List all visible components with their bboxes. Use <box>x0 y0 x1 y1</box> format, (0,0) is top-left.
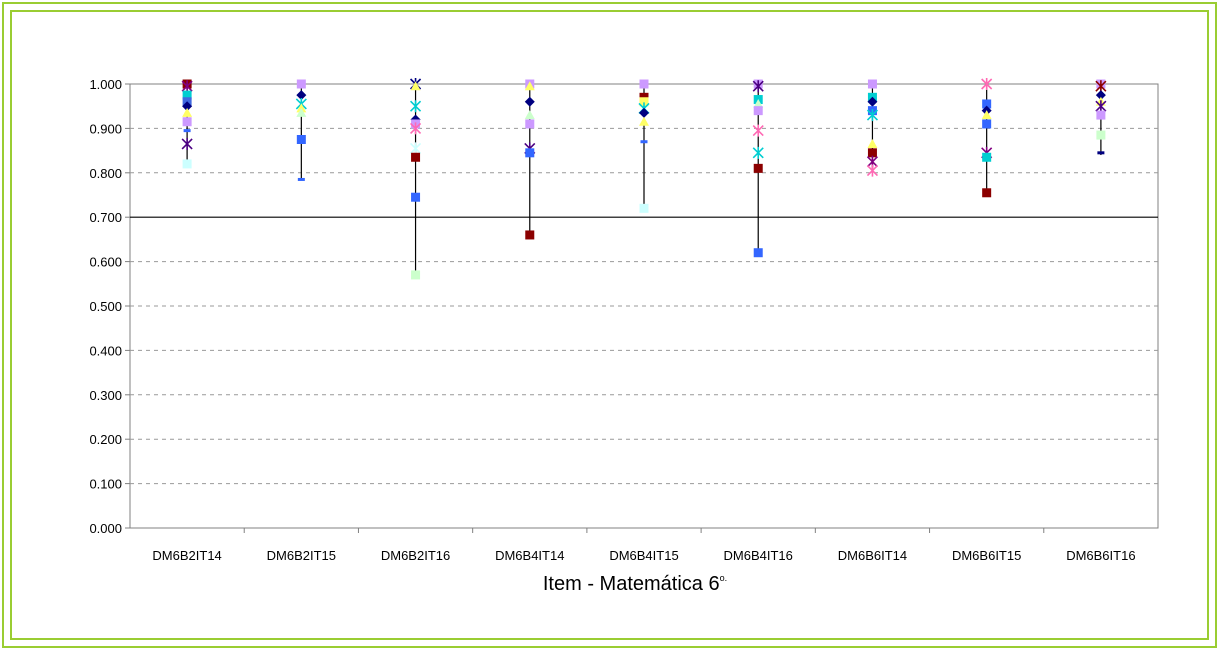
data-point-triangle <box>753 98 764 108</box>
data-point-triangle <box>296 107 307 117</box>
data-point-square <box>411 192 421 202</box>
x-tick-label: DM6B6IT15 <box>952 548 1021 563</box>
y-tick-label: 0.100 <box>89 477 122 492</box>
y-axis-ticks: 0.000 0.100 0.200 0.300 0.400 0.500 0.600 0.700… <box>89 77 130 536</box>
data-point-diamond <box>867 96 878 107</box>
data-point-cross <box>409 122 422 135</box>
data-point-square <box>982 188 992 198</box>
data-point-square <box>525 230 535 240</box>
data-point-cross <box>409 100 422 113</box>
data-point-square <box>296 135 306 144</box>
data-point-diamond <box>182 101 193 112</box>
data-point-square <box>525 119 535 129</box>
data-point-square <box>867 148 877 158</box>
x-tick-label: DM6B2IT15 <box>267 548 336 563</box>
data-point-dash <box>183 129 191 133</box>
data-point-diamond <box>639 107 649 118</box>
data-point-diamond <box>296 90 307 101</box>
data-point-cross <box>409 142 422 155</box>
data-points <box>181 78 1107 280</box>
data-point-square <box>753 163 763 173</box>
x-tick-label: DM6B6IT16 <box>1066 548 1135 563</box>
data-point-triangle <box>524 81 535 91</box>
data-point-cross <box>866 109 879 122</box>
data-point-diamond <box>524 96 535 107</box>
data-point-square <box>525 148 535 158</box>
y-tick-label: 0.200 <box>89 432 122 447</box>
data-point-square <box>1096 130 1106 140</box>
data-point-square <box>753 106 763 116</box>
x-axis-label: Item - Matemática 6o. <box>543 573 727 595</box>
x-tick-label: DM6B4IT15 <box>609 548 678 563</box>
data-point-cross <box>181 80 193 93</box>
data-point-triangle <box>981 110 992 120</box>
data-point-triangle <box>524 110 535 120</box>
data-point-dash <box>640 140 648 144</box>
x-axis-label-text: Item - Matemática 6 <box>543 573 720 595</box>
data-point-square <box>982 99 992 109</box>
data-point-square <box>411 270 421 280</box>
data-point-square <box>182 90 192 100</box>
data-point-square <box>411 152 421 162</box>
y-tick-label: 0.000 <box>89 521 122 536</box>
data-point-cross <box>866 164 879 177</box>
data-point-cross <box>752 124 764 137</box>
data-point-square <box>182 117 192 127</box>
data-point-square <box>639 203 649 213</box>
x-tick-label: DM6B2IT16 <box>381 548 450 563</box>
data-point-triangle <box>182 107 193 117</box>
x-tick-label: DM6B6IT14 <box>838 548 907 563</box>
y-tick-label: 1.000 <box>89 77 122 92</box>
data-point-cross <box>752 80 764 93</box>
x-tick-label: DM6B4IT14 <box>495 548 564 563</box>
x-tick-label: DM6B2IT14 <box>152 548 221 563</box>
data-point-square <box>982 152 992 162</box>
x-axis-ticks: DM6B2IT14 DM6B2IT15 DM6B2IT16 DM6B4IT14 DM6B… <box>152 528 1136 563</box>
data-point-triangle <box>410 81 421 91</box>
data-point-triangle <box>639 116 649 126</box>
data-point-cross <box>752 146 764 159</box>
data-point-square <box>639 97 649 107</box>
y-tick-label: 0.800 <box>89 166 122 181</box>
data-point-square <box>296 79 306 89</box>
data-point-triangle <box>867 138 878 148</box>
x-axis-label-superscript: o. <box>720 573 728 583</box>
data-point-dash <box>1097 151 1105 155</box>
data-point-square <box>182 159 192 169</box>
data-point-cross <box>981 78 993 90</box>
data-point-square <box>982 119 992 129</box>
y-tick-label: 0.600 <box>89 255 122 270</box>
data-point-square <box>753 248 763 258</box>
data-point-diamond <box>1095 90 1106 101</box>
data-point-dash <box>297 177 305 181</box>
y-tick-label: 0.700 <box>89 210 122 225</box>
x-tick-label: DM6B4IT16 <box>724 548 793 563</box>
data-point-square <box>867 79 877 89</box>
y-tick-label: 0.400 <box>89 343 122 358</box>
data-point-cross <box>1095 100 1107 113</box>
data-point-cross <box>181 137 193 150</box>
inner-frame-border <box>10 10 1209 640</box>
data-point-square <box>639 79 649 89</box>
y-tick-label: 0.900 <box>89 121 122 136</box>
y-tick-label: 0.500 <box>89 299 122 314</box>
y-tick-label: 0.300 <box>89 388 122 403</box>
data-point-square <box>1096 110 1106 120</box>
